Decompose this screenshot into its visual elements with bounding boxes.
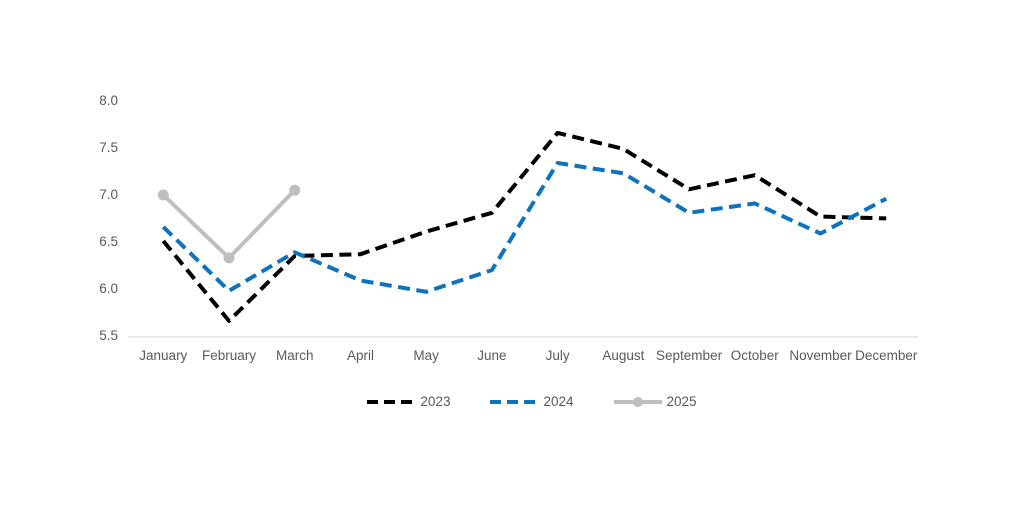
legend-label-2024: 2024: [543, 394, 574, 409]
y-tick-label: 6.0: [99, 281, 118, 296]
x-tick-label: December: [855, 348, 918, 363]
series-marker-2025: [157, 189, 169, 201]
chart-legend: 2023 2024 2025: [20, 394, 1024, 410]
legend-label-2023: 2023: [420, 394, 451, 409]
y-tick-label: 8.0: [99, 93, 118, 108]
series-marker-2025: [289, 184, 301, 196]
x-tick-label: June: [477, 348, 506, 363]
legend-item-2025: 2025: [613, 394, 697, 410]
legend-line-sample-2024: [490, 400, 539, 404]
y-tick-label: 6.5: [99, 234, 118, 249]
legend-item-2024: 2024: [490, 394, 574, 410]
x-tick-label: September: [656, 348, 723, 363]
x-tick-label: March: [276, 348, 314, 363]
series-marker-2025: [223, 252, 235, 264]
series-line-2023: [161, 130, 887, 323]
x-tick-label: July: [546, 348, 570, 363]
x-tick-label: February: [202, 348, 256, 363]
x-tick-label: April: [347, 348, 374, 363]
x-tick-label: May: [413, 348, 439, 363]
x-tick-label: October: [731, 348, 780, 363]
x-tick-label: November: [789, 348, 852, 363]
y-tick-label: 7.0: [99, 187, 118, 202]
y-tick-label: 5.5: [99, 328, 118, 343]
legend-item-2023: 2023: [367, 394, 450, 410]
x-tick-label: August: [602, 348, 644, 363]
x-tick-label: January: [139, 348, 187, 363]
legend-line-sample-2025: [613, 397, 662, 407]
legend-label-2025: 2025: [666, 394, 697, 409]
legend-line-sample-2023: [367, 400, 416, 404]
y-tick-label: 7.5: [99, 140, 118, 155]
series-line-2024: [161, 161, 888, 294]
